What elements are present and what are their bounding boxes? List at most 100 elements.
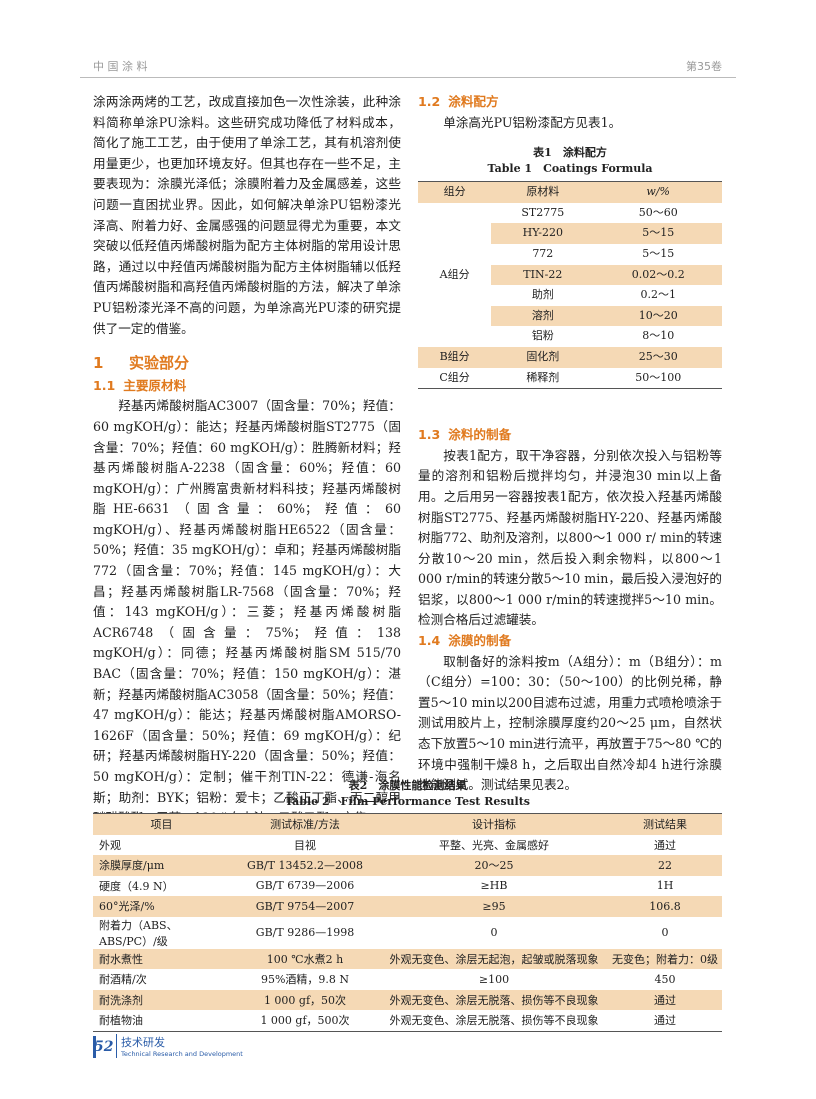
header-cell: 原材料 [526, 185, 560, 199]
table-cell: GB/T 6739—2006 [255, 879, 355, 893]
right-column: 1.2 涂料配方 单涂高光PU铝粉漆配方见表1。 表1 涂料配方 Table 1 … [418, 92, 722, 796]
table-cell: GB/T 9286—1998 [255, 926, 355, 939]
table-cell: 通过 [654, 993, 676, 1007]
table-row: 助剂 0.2～1 [418, 285, 722, 306]
table-cell: 外观无变色、涂层无起泡，起皱或脱落现象 [389, 952, 599, 966]
results-table: 项目 测试标准/方法 设计指标 测试结果 外观 目视 平整、光亮、金属感好 通过 涂膜厚度/μm… [93, 813, 722, 1032]
table-cell: 106.8 [649, 899, 681, 913]
table-cell: 0 [490, 926, 498, 939]
table-cell: 25～30 [638, 349, 678, 363]
table-cell: 目视 [294, 838, 316, 852]
subsection-number: 1.3 [418, 427, 441, 443]
table-row: 60°光泽/% GB/T 9754—2007 ≥95 106.8 [93, 896, 722, 917]
table-cell: GB/T 13452.2—2008 [247, 858, 363, 872]
table-cell: ≥95 [482, 899, 506, 913]
table-cell: GB/T 9754—2007 [255, 899, 355, 913]
header-cell: w/% [646, 185, 670, 199]
table-cell: 耐水煮性 [99, 952, 143, 966]
header-cell: 组分 [443, 185, 466, 199]
table-cell: 固化剂 [526, 349, 560, 363]
group-cell: C组分 [418, 367, 492, 389]
table-cell: 外观无变色、涂层无脱落、损伤等不良现象 [389, 993, 599, 1007]
table-cell: 60°光泽/% [99, 900, 155, 914]
header-row: 组分 原材料 w/% [418, 181, 722, 203]
paragraph: 羟基丙烯酸树脂AC3007（固含量：70%；羟值：60 mgKOH/g）：能达；… [93, 398, 401, 826]
table-cell: HY-220 [522, 226, 563, 240]
header-row: 项目 测试标准/方法 设计指标 测试结果 [93, 813, 722, 835]
table-title: 表1 涂料配方 [533, 146, 607, 160]
table-cell: 1 000 gf，50次 [263, 993, 347, 1007]
paragraph: 单涂高光PU铝粉漆配方见表1。 [443, 114, 622, 130]
table-cell: 10～20 [638, 308, 678, 322]
table-row: TIN-22 0.02～0.2 [418, 264, 722, 286]
header-cell: 项目 [150, 818, 173, 832]
subsection-number: 1.1 [93, 377, 116, 393]
header-cell: 测试标准/方法 [270, 818, 340, 832]
table-cell: 50～100 [635, 370, 682, 384]
paragraph: 涂两涂两烤的工艺，改成直接加色一次性涂装，此种涂料简称单涂PU涂料。这些研究成功… [93, 94, 401, 336]
table-row: B组分 固化剂 25～30 [418, 346, 722, 368]
table-cell: 平整、光亮、金属感好 [439, 838, 549, 852]
left-column: 涂两涂两烤的工艺，改成直接加色一次性涂装，此种涂料简称单涂PU涂料。这些研究成功… [93, 92, 401, 829]
table-cell: 450 [654, 972, 676, 986]
table-cell: 50～60 [638, 205, 678, 219]
paragraph: 按表1配方，取干净容器，分别依次投入与铝粉等量的溶剂和铝粉后搅拌均匀，并浸泡30… [418, 447, 722, 628]
table-cell: 助剂 [531, 288, 554, 302]
table-cell: 100 ℃水煮2 h [266, 952, 344, 966]
table2-block: 表2 涂膜性能检测结果 Table 2 Film Performance Tes… [93, 778, 722, 1032]
table-row: A组分 ST2775 50～60 [418, 202, 722, 347]
table-cell: 通过 [654, 838, 676, 852]
table-cell: 稀释剂 [526, 370, 560, 384]
footer-bar [93, 1036, 96, 1058]
table-row: 附着力（ABS、ABS/PC）/级 GB/T 9286—1998 0 0 [93, 917, 722, 949]
table-cell: 外观无变色、涂层无脱落、损伤等不良现象 [389, 1014, 599, 1028]
subsection-heading: 1.4 涂膜的制备 [418, 631, 722, 652]
table-cell: 硬度（4.9 N） [99, 879, 174, 893]
table-cell: 无变色；附着力：0级 [612, 952, 718, 966]
table-cell: ≥HB [480, 879, 508, 893]
table-cell: 5～15 [642, 226, 675, 240]
table-cell: 耐洗涤剂 [99, 993, 143, 1007]
group-cell: B组分 [418, 346, 492, 368]
table-cell: 772 [532, 246, 554, 260]
table-cell: 外观 [99, 838, 121, 852]
footer-section: 技术研发 [121, 1036, 165, 1049]
table-cell: 通过 [654, 1014, 676, 1028]
journal-name: 中 国 涂 料 [93, 60, 148, 73]
table-cell: 附着力（ABS、ABS/PC）/级 [99, 918, 178, 948]
table-cell: 耐酒精/次 [99, 973, 147, 987]
table-row: 硬度（4.9 N） GB/T 6739—2006 ≥HB 1H [93, 876, 722, 897]
subsection-number: 1.4 [418, 633, 441, 649]
section-number: 1 [93, 354, 104, 373]
header-cell: 测试结果 [643, 818, 687, 832]
table-row: C组分 稀释剂 50～100 [418, 367, 722, 389]
table-row: 耐植物油 1 000 gf，500次 外观无变色、涂层无脱落、损伤等不良现象 通过 [93, 1010, 722, 1031]
table-cell: 耐植物油 [99, 1014, 143, 1028]
table-cell: 8～10 [642, 329, 675, 343]
table-title: 表2 涂膜性能检测结果 [348, 779, 467, 792]
table-cell: ST2775 [521, 205, 565, 219]
footer-divider [116, 1034, 117, 1058]
header-rule [80, 77, 736, 78]
table-cell: 95%酒精，9.8 N [260, 973, 350, 987]
subsection-heading: 1.3 涂料的制备 [418, 425, 722, 446]
table-cell: 涂膜厚度/μm [99, 859, 165, 873]
table-row: 外观 目视 平整、光亮、金属感好 通过 [93, 835, 722, 856]
table-row: 涂膜厚度/μm GB/T 13452.2—2008 20～25 22 [93, 855, 722, 876]
page-number: 52 [94, 1039, 114, 1055]
table-cell: 溶剂 [531, 308, 554, 322]
table-cell: 1H [656, 879, 674, 893]
subsection-title: 主要原材料 [123, 377, 187, 393]
subsection-heading: 1.2 涂料配方 [418, 92, 722, 113]
subsection-title: 涂膜的制备 [448, 633, 512, 649]
table-row: 耐水煮性 100 ℃水煮2 h 外观无变色、涂层无起泡，起皱或脱落现象 无变色；附着力… [93, 948, 722, 969]
section-heading: 1 实验部分 [93, 353, 401, 374]
subsection-title: 涂料的制备 [448, 427, 512, 443]
table-row: 耐酒精/次 95%酒精，9.8 N ≥100 450 [93, 969, 722, 990]
volume: 第35卷 [686, 60, 722, 73]
paragraph: 取制备好的涂料按m（A组分）：m（B组分）：m（C组分）=100：30：（50～… [418, 653, 722, 793]
table-cell: ≥100 [478, 972, 510, 986]
table-cell: 0 [661, 926, 669, 939]
table-cell: 22 [658, 858, 672, 872]
